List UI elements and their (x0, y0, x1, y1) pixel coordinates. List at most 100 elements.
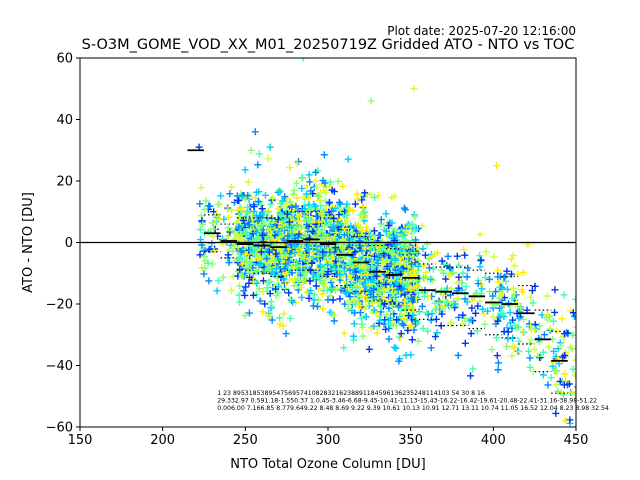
scatter-point-1720 (300, 239, 308, 247)
scatter-point-2493 (265, 248, 273, 256)
scatter-point-2567 (316, 197, 324, 205)
scatter-point-2269 (345, 247, 353, 255)
scatter-point-143 (205, 277, 213, 285)
scatter-point-2465 (481, 320, 489, 328)
scatter-point-1780 (200, 206, 208, 214)
scatter-point-2336 (373, 272, 381, 280)
scatter-point-2300 (304, 242, 312, 250)
scatter-point-976 (515, 314, 523, 322)
scatter-point-2592 (382, 280, 390, 288)
scatter-point-1441 (503, 324, 511, 332)
scatter-point-1540 (558, 315, 566, 323)
scatter-point-2215 (307, 204, 315, 212)
scatter-point-1779 (499, 301, 507, 309)
scatter-point-2222 (280, 226, 288, 234)
scatter-point-749 (335, 198, 343, 206)
scatter-point-2487 (318, 290, 326, 298)
scatter-point-2398 (281, 250, 289, 258)
scatter-point-2357 (253, 188, 261, 196)
scatter-point-2342 (301, 205, 309, 213)
scatter-point-932 (373, 329, 381, 337)
scatter-point-2441 (201, 264, 209, 272)
scatter-point-117 (536, 322, 544, 330)
scatter-point-2348 (387, 260, 395, 268)
scatter-point-2257 (396, 289, 404, 297)
scatter-point-2123 (392, 297, 400, 305)
scatter-point-1940 (376, 302, 384, 310)
scatter-point-603 (359, 203, 367, 211)
y-axis-ticks: −60 −40 −20 0 20 40 60 (46, 52, 80, 436)
scatter-point-1412 (431, 250, 439, 258)
scatter-point-2506 (249, 278, 257, 286)
scatter-point-1189 (401, 206, 409, 214)
scatter-point-1139 (383, 311, 391, 319)
scatter-point-1615 (196, 251, 204, 259)
scatter-point-1926 (268, 303, 276, 311)
scatter-point-845 (312, 168, 320, 176)
scatter-point-1859 (272, 220, 280, 228)
scatter-point-2477 (244, 208, 252, 216)
scatter-point-2234 (332, 257, 340, 265)
scatter-point-2137 (235, 222, 243, 230)
scatter-point-2572 (239, 216, 247, 224)
scatter-point-2452 (351, 309, 359, 317)
scatter-point-2248 (340, 225, 348, 233)
scatter-point-2204 (228, 227, 236, 235)
scatter-point-2463 (259, 238, 267, 246)
scatter-point-1153 (459, 269, 467, 277)
scatter-point-2549 (282, 284, 290, 292)
scatter-point-1945 (269, 194, 277, 202)
scatter-point-2513 (468, 304, 476, 312)
scatter-point-2244 (297, 262, 305, 270)
scatter-point-467 (227, 183, 235, 191)
chart-title: S-O3M_GOME_VOD_XX_M01_20250719Z Gridded … (82, 37, 575, 53)
stats-row-0: 1 23 89531853895475695741082832162388911… (217, 390, 485, 397)
scatter-point-2432 (246, 267, 254, 275)
scatter-point-1806 (447, 291, 455, 299)
scatter-point-2243 (476, 230, 484, 238)
scatter-point-2415 (393, 316, 401, 324)
scatter-point-719 (328, 310, 336, 318)
scatter-point-2498 (295, 250, 303, 258)
scatter-point-1292 (281, 286, 289, 294)
scatter-point-1855 (427, 316, 435, 324)
scatter-point-outlier-3 (299, 58, 307, 62)
y-tick-label-3: 0 (65, 236, 73, 251)
scatter-point-524 (327, 278, 335, 286)
scatter-point-2205 (316, 277, 324, 285)
scatter-point-2197 (264, 208, 272, 216)
scatter-point-2466 (432, 305, 440, 313)
scatter-point-1559 (469, 365, 477, 373)
scatter-point-1555 (352, 290, 360, 298)
scatter-point-1875 (385, 324, 393, 332)
scatter-point-872 (489, 292, 497, 300)
scatter-point-209 (208, 239, 216, 247)
scatter-point-1665 (490, 253, 498, 261)
scatter-point-1748 (365, 345, 373, 353)
scatter-point-2327 (464, 264, 472, 272)
scatter-point-815 (385, 316, 393, 324)
scatter-point-2364 (295, 276, 303, 284)
scatter-point-2111 (277, 251, 285, 259)
scatter-point-1067 (346, 293, 354, 301)
scatter-point-2503 (257, 248, 265, 256)
scatter-point-2194 (200, 253, 208, 261)
scatter-point-2582 (315, 228, 323, 236)
scatter-point-1899 (552, 381, 560, 389)
scatter-point-2256 (366, 191, 374, 199)
scatter-point-2265 (241, 166, 249, 174)
scatter-point-1079 (247, 146, 255, 154)
scatter-point-2008 (376, 231, 384, 239)
scatter-point-2481 (292, 202, 300, 210)
scatter-point-2284 (527, 336, 535, 344)
scatter-point-213 (454, 351, 462, 359)
scatter-point-1885 (380, 320, 388, 328)
scatter-point-2052 (305, 294, 313, 302)
scatter-point-2302 (242, 229, 250, 237)
scatter-point-2532 (399, 280, 407, 288)
scatter-point-1196 (551, 308, 559, 316)
scatter-point-2414 (548, 358, 556, 366)
scatter-point-2140 (400, 259, 408, 267)
scatter-point-2593 (233, 219, 241, 227)
scatter-point-2438 (320, 151, 328, 159)
